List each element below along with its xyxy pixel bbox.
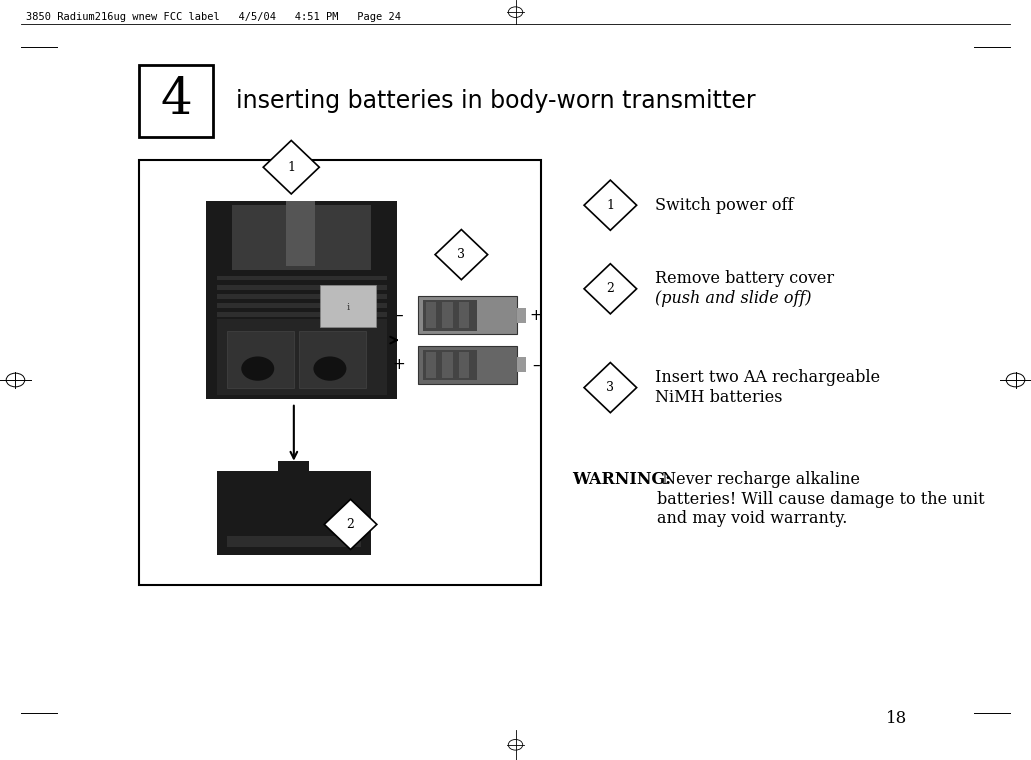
Bar: [227, 536, 361, 547]
Polygon shape: [324, 499, 377, 549]
Bar: [139, 65, 213, 137]
Polygon shape: [263, 141, 320, 194]
Text: –: –: [395, 308, 403, 323]
Polygon shape: [584, 180, 636, 230]
Bar: [418, 346, 518, 384]
Text: 1: 1: [288, 160, 295, 174]
Bar: [442, 302, 453, 328]
Text: +: +: [530, 308, 542, 323]
Bar: [418, 296, 518, 334]
Bar: [217, 294, 387, 299]
Circle shape: [313, 356, 346, 381]
Bar: [232, 205, 371, 270]
Bar: [278, 461, 309, 475]
Text: 4: 4: [161, 76, 192, 125]
Bar: [423, 300, 476, 331]
Bar: [442, 352, 453, 378]
Text: 3: 3: [458, 248, 465, 261]
Bar: [217, 285, 387, 290]
Polygon shape: [435, 230, 488, 280]
Polygon shape: [584, 363, 636, 413]
Text: 3850 Radium216ug wnew FCC label   4/5/04   4:51 PM   Page 24: 3850 Radium216ug wnew FCC label 4/5/04 4…: [26, 11, 401, 22]
Bar: [299, 331, 366, 388]
Text: Insert two AA rechargeable: Insert two AA rechargeable: [655, 369, 879, 386]
Bar: [286, 201, 315, 266]
Bar: [459, 302, 469, 328]
Circle shape: [241, 356, 274, 381]
Bar: [139, 160, 541, 585]
Bar: [426, 302, 436, 328]
Bar: [206, 201, 397, 399]
Bar: [423, 350, 476, 380]
Bar: [217, 471, 371, 555]
Bar: [320, 285, 376, 327]
Text: 1: 1: [606, 198, 614, 212]
Text: 18: 18: [887, 710, 907, 727]
Text: 2: 2: [606, 282, 614, 296]
Text: 3: 3: [606, 381, 614, 394]
Bar: [217, 319, 387, 395]
Bar: [518, 357, 526, 372]
Bar: [518, 308, 526, 323]
Text: inserting batteries in body-worn transmitter: inserting batteries in body-worn transmi…: [236, 89, 756, 112]
Bar: [426, 352, 436, 378]
Bar: [459, 352, 469, 378]
Text: +: +: [393, 357, 405, 372]
Polygon shape: [584, 264, 636, 314]
Text: (push and slide off): (push and slide off): [655, 290, 811, 307]
Bar: [217, 276, 387, 280]
Text: Remove battery cover: Remove battery cover: [655, 271, 834, 287]
Text: WARNING:: WARNING:: [572, 471, 671, 488]
Bar: [227, 331, 294, 388]
Text: Switch power off: Switch power off: [655, 197, 793, 214]
Text: –: –: [532, 357, 540, 372]
Bar: [217, 312, 387, 317]
Text: 2: 2: [346, 518, 355, 531]
Bar: [217, 303, 387, 308]
Text: Never recharge alkaline
batteries! Will cause damage to the unit
and may void wa: Never recharge alkaline batteries! Will …: [657, 471, 985, 527]
Text: NiMH batteries: NiMH batteries: [655, 389, 783, 406]
Text: i: i: [346, 303, 351, 312]
